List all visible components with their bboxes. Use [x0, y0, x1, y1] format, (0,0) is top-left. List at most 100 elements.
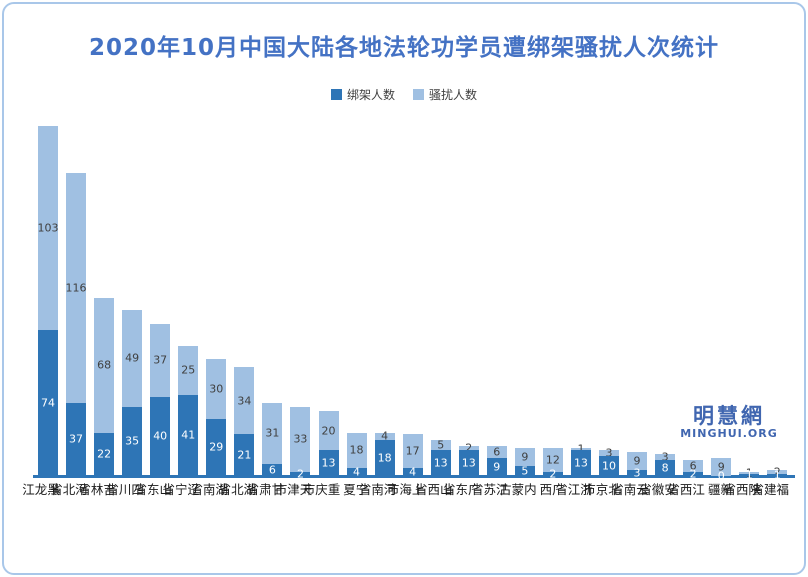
bar-stack: 103 74 — [38, 126, 59, 476]
bar-segment-harassed: 6 — [683, 460, 704, 473]
value-label: 0 — [717, 469, 725, 483]
chart-title: 2020年10月中国大陆各地法轮功学员遭绑架骚扰人次统计 — [88, 35, 720, 61]
bar-segment-kidnapped: 22 — [94, 432, 115, 476]
bar-stack: 2 13 — [458, 443, 479, 476]
value-label: 41 — [181, 428, 196, 442]
bar-segment-kidnapped: 74 — [38, 329, 58, 476]
bar-segment-harassed: 12 — [542, 448, 563, 473]
bar-segment-harassed: 37 — [150, 323, 171, 397]
category-label: 湖北省 — [216, 483, 257, 498]
value-label: 31 — [265, 426, 280, 440]
value-label: 13 — [573, 456, 588, 470]
category-label: 山东省 — [132, 483, 173, 498]
value-label: 6 — [493, 445, 501, 459]
bar-segment-kidnapped: 4 — [346, 467, 367, 478]
bar-segment-kidnapped: 10 — [599, 456, 619, 476]
bar-segment-harassed: 6 — [486, 446, 507, 459]
category-label: 江西省 — [665, 483, 706, 498]
value-label: 13 — [433, 456, 448, 470]
category-label: 内蒙古 — [496, 483, 537, 498]
value-label: 2 — [465, 441, 473, 455]
bar-segment-harassed: 33 — [290, 406, 311, 473]
category-label: 上海市 — [384, 483, 425, 498]
category-label: 安徽省 — [637, 483, 678, 498]
value-label: 2 — [773, 465, 781, 479]
value-label: 37 — [69, 432, 84, 446]
bar-segment-harassed: 1 — [570, 444, 591, 455]
bar-segment-kidnapped: 2 — [683, 469, 704, 480]
bar-segment-harassed: 18 — [346, 432, 367, 469]
bar-stack: 4 18 — [374, 431, 395, 476]
bar-segment-kidnapped: 18 — [374, 440, 395, 476]
bar-stack: 33 2 — [290, 406, 311, 480]
value-label: 35 — [125, 434, 140, 448]
value-label: 116 — [65, 281, 87, 295]
bar-segment-kidnapped: 5 — [514, 466, 535, 477]
value-label: 12 — [545, 453, 560, 467]
category-label: 北京市 — [581, 483, 621, 498]
bar-segment-harassed: 3 — [655, 452, 676, 463]
bar-segment-kidnapped: 37 — [66, 402, 87, 476]
category-label: 重庆市 — [300, 483, 341, 498]
legend-item-kidnapped: 绑架人数 — [330, 86, 395, 103]
bar-stack: 3 10 — [599, 448, 619, 476]
bar-segment-kidnapped: 4 — [402, 467, 423, 478]
bar-stack: 17 4 — [402, 434, 423, 478]
bar-segment-kidnapped: 1 — [739, 470, 760, 481]
bar-segment-kidnapped: 9 — [486, 458, 507, 476]
bar-segment-kidnapped: 6 — [262, 464, 283, 476]
legend-label-harassed: 骚扰人数 — [429, 88, 478, 102]
bar-stack: 30 29 — [206, 359, 227, 476]
bar-segment-harassed: 103 — [38, 126, 59, 330]
value-label: 33 — [293, 432, 308, 446]
value-label: 49 — [125, 351, 140, 365]
value-label: 34 — [237, 394, 252, 408]
value-label: 1 — [565, 444, 597, 455]
value-label: 13 — [461, 456, 476, 470]
bar-segment-harassed: 5 — [430, 440, 451, 451]
category-label: 云南省 — [609, 483, 650, 498]
category-label: 浙江省 — [552, 483, 593, 498]
category-label: 四川省 — [104, 483, 145, 498]
bar-segment-kidnapped: 40 — [150, 396, 171, 476]
bar-segment-kidnapped: 41 — [178, 394, 199, 476]
value-label: 9 — [717, 460, 725, 474]
bar-segment-kidnapped: 2 — [542, 469, 563, 480]
bar-stack: 11 — [739, 468, 760, 481]
category-label: 广西 — [537, 483, 565, 498]
legend-item-harassed: 骚扰人数 — [413, 86, 477, 103]
bar-stack: 34 21 — [234, 367, 255, 476]
bar-segment-harassed: 49 — [122, 309, 143, 407]
category-label: 黑龙江 — [20, 483, 60, 498]
bar-segment-kidnapped: 21 — [234, 434, 255, 476]
bar-stack: 25 41 — [178, 345, 199, 476]
bar-segment-kidnapped: 29 — [206, 418, 227, 476]
value-label: 18 — [349, 443, 364, 457]
watermark: 明慧網 MINGHUI.ORG — [664, 403, 794, 441]
bar-stack: 37 40 — [150, 323, 171, 476]
value-label: 1 — [745, 468, 753, 482]
value-label: 13 — [321, 456, 336, 470]
value-label: 3 — [661, 450, 669, 464]
category-label: 宁夏 — [341, 483, 369, 498]
bar-stack: 31 6 — [262, 402, 283, 476]
category-label: 新疆 — [705, 483, 734, 498]
bar-segment-harassed: 9 — [514, 448, 535, 467]
value-label: 6 — [689, 459, 697, 473]
value-label: 17 — [405, 444, 420, 458]
bar-segment-harassed: 17 — [402, 434, 423, 469]
bar-segment-harassed: 9 — [711, 458, 732, 476]
bar-stack: 113 — [570, 444, 591, 476]
bar-segment-harassed: 34 — [234, 367, 255, 435]
value-label: 8 — [661, 461, 669, 475]
bar-segment-harassed: 2 — [767, 467, 788, 478]
category-label: 吉林省 — [76, 483, 117, 498]
value-label: 30 — [209, 382, 224, 396]
value-label: 22 — [97, 447, 112, 461]
value-label: 1 — [773, 468, 781, 482]
bar-segment-kidnapped: 1 — [767, 470, 788, 481]
